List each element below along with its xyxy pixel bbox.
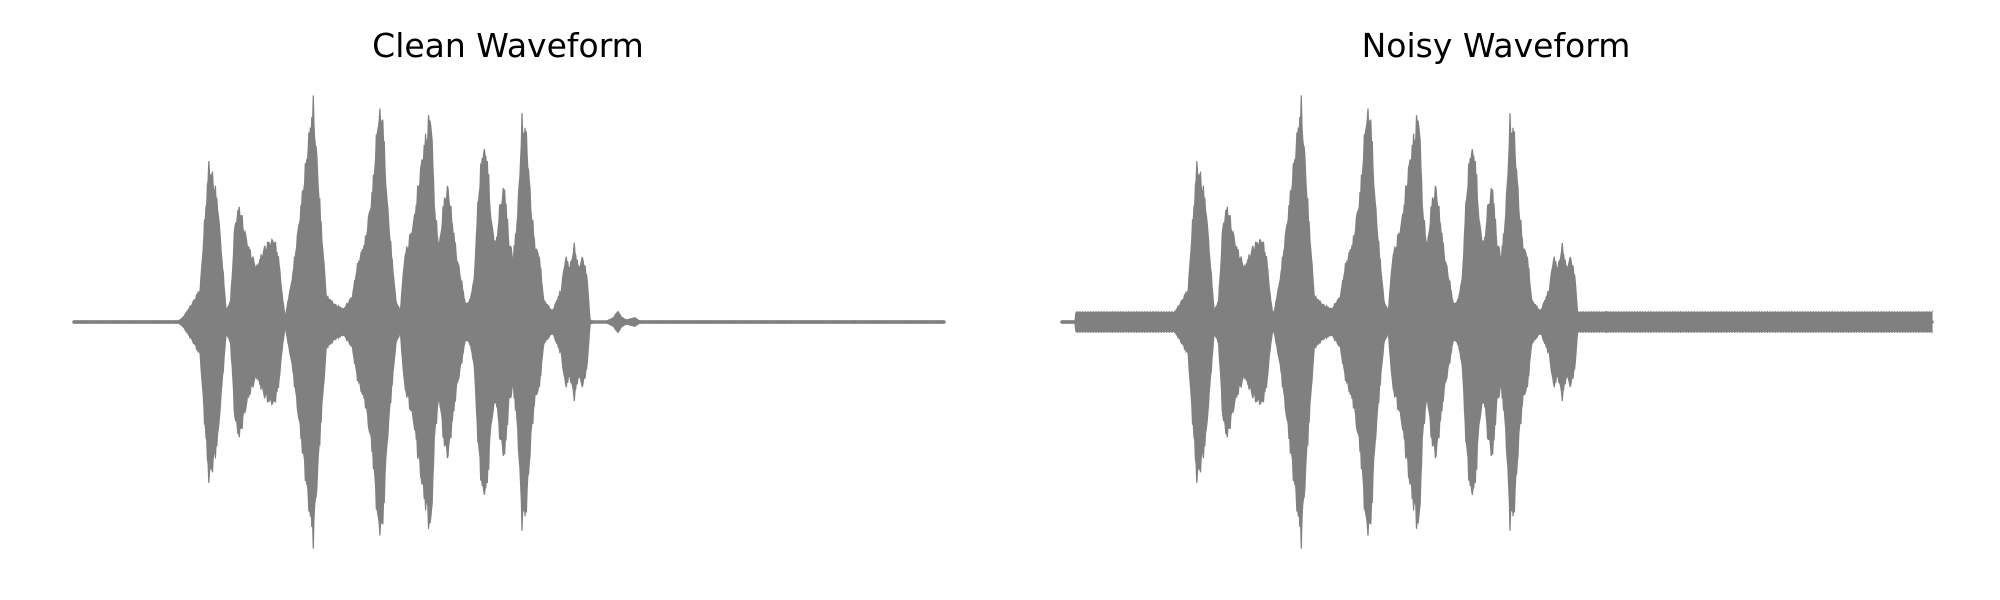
noisy-waveform-title: Noisy Waveform (1362, 26, 1631, 65)
clean-waveform-title: Clean Waveform (372, 26, 644, 65)
noisy-waveform-panel: Noisy Waveform (1060, 26, 1934, 549)
clean-waveform-panel: Clean Waveform (72, 26, 946, 549)
